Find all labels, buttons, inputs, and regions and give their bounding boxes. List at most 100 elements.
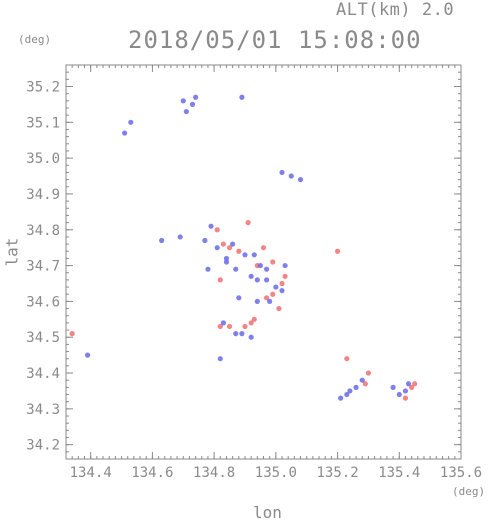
data-point-blue	[254, 298, 260, 304]
data-point-red	[217, 277, 223, 283]
data-point-blue	[263, 266, 270, 272]
x-tick-label: 135.4	[378, 465, 420, 481]
data-point-blue	[239, 331, 245, 337]
data-point-blue	[338, 395, 344, 401]
data-point-blue	[297, 177, 304, 183]
data-point-blue	[248, 273, 254, 279]
y-tick-label: 34.4	[26, 366, 60, 382]
data-point-red	[362, 381, 368, 387]
data-point-red	[409, 384, 415, 390]
data-point-blue	[233, 331, 239, 337]
y-axis-unit: (deg)	[18, 33, 52, 46]
x-tick-label: 134.6	[131, 465, 173, 481]
x-axis-unit: (deg)	[452, 485, 486, 498]
data-point-blue	[239, 94, 245, 100]
data-point-blue	[202, 237, 208, 244]
data-point-red	[220, 241, 226, 247]
data-point-blue	[177, 234, 183, 240]
x-tick-label: 135.2	[316, 465, 358, 481]
data-point-red	[279, 280, 285, 287]
data-point-red	[263, 295, 270, 301]
data-point-red	[226, 323, 233, 330]
data-point-blue	[359, 377, 365, 383]
data-point-red	[248, 320, 254, 326]
data-point-blue	[273, 284, 279, 290]
data-point-blue	[288, 173, 294, 179]
data-point-blue	[402, 388, 409, 394]
data-point-blue	[236, 295, 242, 301]
x-axis-label: lon	[253, 503, 282, 522]
data-point-blue	[230, 241, 236, 247]
data-point-blue	[223, 259, 230, 265]
data-point-blue	[254, 277, 260, 283]
y-tick-label: 34.8	[26, 223, 60, 239]
data-point-blue	[189, 101, 196, 107]
data-point-blue	[344, 391, 350, 398]
y-tick-label: 34.9	[26, 187, 60, 203]
y-tick-label: 34.5	[26, 330, 60, 346]
data-point-red	[226, 245, 233, 251]
data-point-blue	[223, 255, 230, 262]
data-point-red	[217, 323, 223, 330]
axis-ticks: 134.4 134.6 134.8 135.0 135.2 135.4 135.6 34.2 3…	[26, 64, 482, 481]
plot-frame	[65, 64, 462, 460]
data-point-red	[245, 220, 251, 226]
data-point-blue	[205, 266, 211, 272]
data-point-red	[282, 273, 288, 279]
data-point-red	[365, 370, 372, 376]
data-point-blue	[347, 388, 353, 394]
y-tick-label: 34.2	[26, 438, 60, 454]
data-point-blue	[208, 223, 214, 229]
data-point-blue	[214, 245, 220, 251]
y-tick-label: 35.1	[26, 115, 60, 131]
data-point-blue	[279, 288, 285, 294]
y-tick-label: 34.3	[26, 402, 60, 418]
data-point-blue	[257, 262, 264, 269]
data-point-blue	[405, 381, 412, 387]
data-point-red	[242, 323, 248, 330]
data-point-red	[69, 331, 75, 337]
data-point-blue	[233, 266, 239, 272]
data-point-blue	[248, 334, 254, 340]
data-point-blue	[263, 277, 270, 283]
x-tick-label: 134.8	[193, 465, 235, 481]
data-point-blue	[122, 130, 128, 136]
data-point-blue	[85, 352, 91, 358]
data-point-blue	[353, 384, 359, 390]
data-point-red	[260, 245, 267, 251]
x-tick-label: 135.6	[440, 465, 482, 481]
data-point-red	[214, 227, 220, 233]
data-point-red	[270, 259, 276, 265]
data-point-blue	[183, 108, 189, 115]
data-point-red	[276, 305, 282, 312]
data-point-blue	[242, 252, 248, 258]
data-point-blue	[193, 94, 199, 100]
data-point-red	[402, 395, 409, 401]
data-point-red	[270, 291, 276, 297]
data-points	[69, 94, 418, 401]
data-point-red	[334, 248, 341, 254]
data-point-red	[412, 381, 418, 387]
x-tick-label: 134.4	[70, 465, 112, 481]
y-tick-label: 34.7	[26, 259, 60, 275]
data-point-blue	[390, 384, 396, 390]
y-tick-label: 35.0	[26, 151, 60, 167]
y-tick-label: 34.6	[26, 294, 60, 310]
data-point-blue	[217, 356, 223, 362]
data-point-blue	[128, 119, 134, 125]
data-point-blue	[180, 98, 186, 104]
altitude-label: ALT(km) 2.0	[336, 0, 455, 20]
data-point-blue	[396, 391, 402, 398]
data-point-red	[236, 248, 242, 254]
data-point-red	[344, 356, 350, 362]
y-tick-label: 35.2	[26, 79, 60, 95]
data-point-blue	[282, 262, 288, 269]
data-point-blue	[279, 169, 285, 176]
data-point-blue	[159, 237, 165, 244]
data-point-blue	[251, 252, 257, 258]
chart-title: 2018/05/01 15:08:00	[128, 26, 422, 54]
data-point-blue	[220, 320, 226, 326]
data-point-blue	[267, 298, 273, 304]
x-tick-label: 135.0	[255, 465, 297, 481]
